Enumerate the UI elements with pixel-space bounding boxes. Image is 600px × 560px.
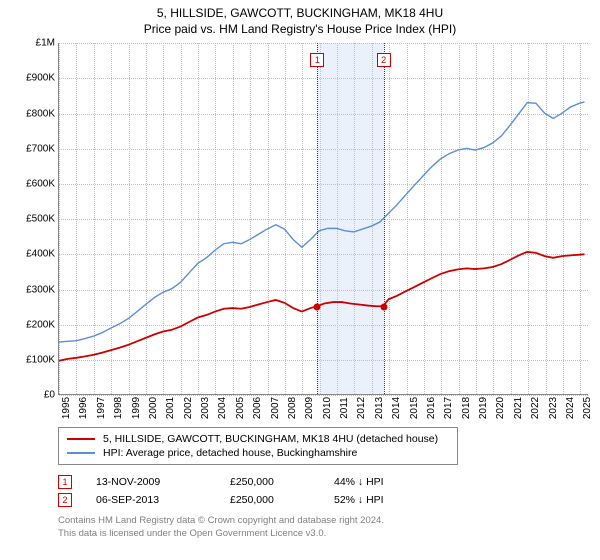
transaction-row: 2 06-SEP-2013 £250,000 52% ↓ HPI [58,491,590,509]
xtick-label: 2010 [320,397,333,419]
ytick-label: £100K [26,354,59,365]
transaction-row: 1 13-NOV-2009 £250,000 44% ↓ HPI [58,473,590,491]
xtick-label: 2018 [459,397,472,419]
legend-label: HPI: Average price, detached house, Buck… [103,447,357,459]
transaction-marker: 2 [58,493,72,507]
footnote-line: Contains HM Land Registry data © Crown c… [58,515,590,527]
legend-swatch [67,452,95,454]
transaction-price: £250,000 [230,476,310,488]
footnote: Contains HM Land Registry data © Crown c… [58,515,590,540]
transaction-dot [380,304,387,311]
ytick-label: £1M [36,38,59,49]
marker-box: 2 [377,53,391,67]
legend-item: 5, HILLSIDE, GAWCOTT, BUCKINGHAM, MK18 4… [67,432,449,446]
title-address: 5, HILLSIDE, GAWCOTT, BUCKINGHAM, MK18 4… [10,6,590,22]
marker-line [317,43,318,394]
xtick-label: 2025 [580,397,593,419]
legend: 5, HILLSIDE, GAWCOTT, BUCKINGHAM, MK18 4… [58,427,458,465]
marker-line [384,43,385,394]
ytick-label: £300K [26,284,59,295]
chart-title: 5, HILLSIDE, GAWCOTT, BUCKINGHAM, MK18 4… [10,6,590,37]
xtick-label: 2008 [285,397,298,419]
xtick-label: 2021 [511,397,524,419]
xtick-label: 2022 [528,397,541,419]
xtick-label: 2019 [476,397,489,419]
xtick-label: 1996 [76,397,89,419]
title-subtitle: Price paid vs. HM Land Registry's House … [10,22,590,38]
ytick-label: £0 [44,390,59,401]
xtick-label: 2015 [407,397,420,419]
ytick-label: £700K [26,143,59,154]
ytick-label: £500K [26,214,59,225]
xtick-label: 2014 [389,397,402,419]
xtick-label: 2016 [424,397,437,419]
transaction-date: 13-NOV-2009 [96,476,206,488]
transaction-price: £250,000 [230,494,310,506]
xtick-label: 2024 [563,397,576,419]
legend-swatch [67,438,95,440]
transaction-table: 1 13-NOV-2009 £250,000 44% ↓ HPI 2 06-SE… [58,473,590,509]
transaction-dot [314,304,321,311]
transaction-delta: 52% ↓ HPI [334,494,384,506]
transaction-marker: 1 [58,475,72,489]
xtick-label: 2017 [441,397,454,419]
xtick-label: 2013 [372,397,385,419]
chart-container: 5, HILLSIDE, GAWCOTT, BUCKINGHAM, MK18 4… [0,0,600,540]
xtick-label: 1998 [111,397,124,419]
xtick-label: 2003 [198,397,211,419]
xtick-label: 2000 [146,397,159,419]
ytick-label: £200K [26,319,59,330]
chart-lines [59,43,588,394]
legend-item: HPI: Average price, detached house, Buck… [67,446,449,460]
xtick-label: 1997 [94,397,107,419]
ytick-label: £400K [26,249,59,260]
xtick-label: 2004 [215,397,228,419]
xtick-label: 2020 [493,397,506,419]
xtick-label: 2005 [233,397,246,419]
legend-label: 5, HILLSIDE, GAWCOTT, BUCKINGHAM, MK18 4… [103,433,438,445]
marker-box: 1 [310,53,324,67]
series-hpi [59,102,585,342]
footnote-line: This data is licensed under the Open Gov… [58,528,590,540]
series-price_paid [59,252,585,361]
ytick-label: £900K [26,73,59,84]
xtick-label: 2012 [354,397,367,419]
xtick-label: 2009 [302,397,315,419]
xtick-label: 2011 [337,397,350,419]
xtick-label: 2002 [181,397,194,419]
xtick-label: 2023 [546,397,559,419]
transaction-delta: 44% ↓ HPI [334,476,384,488]
transaction-date: 06-SEP-2013 [96,494,206,506]
ytick-label: £800K [26,108,59,119]
xtick-label: 2007 [268,397,281,419]
xtick-label: 1995 [59,397,72,419]
xtick-label: 1999 [129,397,142,419]
xtick-label: 2006 [250,397,263,419]
xtick-label: 2001 [163,397,176,419]
chart-plot-area: £0£100K£200K£300K£400K£500K£600K£700K£80… [58,43,588,395]
ytick-label: £600K [26,178,59,189]
